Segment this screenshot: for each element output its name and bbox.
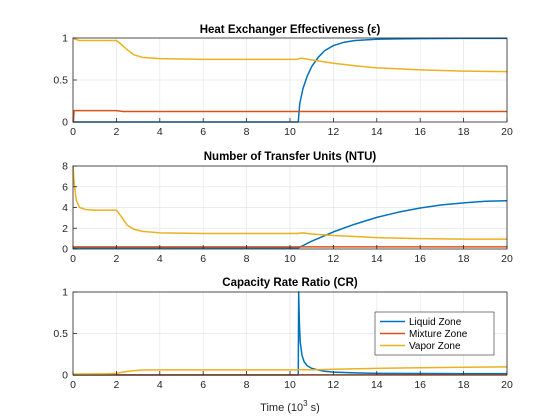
cr-x-tick-label: 6: [200, 379, 206, 391]
ntu-x-tick-label: 12: [328, 253, 340, 265]
legend-label-liquid: Liquid Zone: [409, 317, 462, 328]
ntu-x-tick-label: 10: [284, 253, 296, 265]
cr-x-tick-label: 4: [157, 379, 163, 391]
effectiveness-x-tick-label: 18: [458, 126, 470, 138]
ntu-x-tick-label: 8: [244, 253, 250, 265]
ntu-x-tick-label: 20: [501, 253, 513, 265]
ntu-title: Number of Transfer Units (NTU): [204, 151, 377, 163]
legend: Liquid Zone Mixture Zone Vapor Zone: [374, 311, 495, 356]
effectiveness-x-tick-label: 10: [284, 126, 296, 138]
ntu-x-tick-label: 4: [157, 253, 163, 265]
x-axis-label-exponent: 3: [303, 399, 308, 408]
effectiveness-x-ticks: 0 2 4 6 8 10 12 14 16 18 20: [70, 118, 513, 138]
legend-label-vapor: Vapor Zone: [409, 341, 461, 352]
effectiveness-x-tick-label: 0: [70, 126, 76, 138]
cr-x-tick-label: 2: [113, 379, 119, 391]
effectiveness-x-tick-label: 8: [244, 126, 250, 138]
ntu-y-ticks: 0 2 4 6 8: [62, 161, 77, 256]
cr-x-tick-label: 10: [284, 379, 296, 391]
effectiveness-liquid-zone-line: [73, 37, 507, 123]
cr-title: Capacity Rate Ratio (CR): [222, 277, 358, 289]
ntu-vapor-zone-line: [72, 165, 507, 240]
effectiveness-x-tick-label: 4: [157, 126, 163, 138]
cr-liquid-zone-line: [73, 291, 507, 376]
cr-x-tick-label: 8: [244, 379, 250, 391]
cr-y-ticks: 00.51: [53, 287, 77, 382]
ntu-y-tick-label: 2: [62, 223, 68, 235]
x-axis-label-unit: s): [308, 402, 320, 414]
effectiveness-y-ticks: 00.51: [53, 33, 77, 129]
effectiveness-panel: 0 2 4 6 8 10 12 14 16 18 20 00.51 Heat Exchanger E…: [53, 24, 513, 138]
effectiveness-title: Heat Exchanger Effectiveness (ε): [200, 24, 381, 36]
effectiveness-y-tick-label: 0: [62, 117, 68, 129]
effectiveness-x-tick-label: 20: [501, 126, 513, 138]
ntu-x-tick-label: 14: [371, 253, 383, 265]
ntu-liquid-zone-line: [73, 200, 508, 249]
effectiveness-x-tick-label: 12: [328, 126, 340, 138]
cr-x-tick-label: 14: [371, 379, 383, 391]
cr-x-tick-label: 16: [414, 379, 426, 391]
effectiveness-x-tick-label: 16: [414, 126, 426, 138]
cr-x-tick-label: 12: [328, 379, 340, 391]
cr-y-tick-label: 0.5: [53, 328, 68, 340]
legend-label-mixture: Mixture Zone: [409, 329, 468, 340]
effectiveness-x-tick-label: 6: [200, 126, 206, 138]
x-axis-label-main: Time (10: [260, 402, 303, 414]
effectiveness-x-tick-label: 2: [113, 126, 119, 138]
cr-y-tick-label: 1: [62, 287, 68, 299]
effectiveness-mixture-zone-line: [72, 109, 507, 123]
ntu-y-tick-label: 8: [62, 161, 68, 173]
ntu-y-tick-label: 0: [62, 244, 68, 256]
effectiveness-x-tick-label: 14: [371, 126, 383, 138]
ntu-x-tick-label: 16: [414, 253, 426, 265]
ntu-x-tick-label: 0: [70, 253, 76, 265]
cr-x-tick-label: 18: [458, 379, 470, 391]
effectiveness-vapor-zone-line: [72, 37, 508, 73]
effectiveness-y-tick-label: 1: [62, 33, 68, 45]
ntu-x-tick-label: 18: [458, 253, 470, 265]
cr-x-ticks: 0 2 4 6 8 10 12 14 16 18 20: [70, 371, 513, 391]
cr-y-tick-label: 0: [62, 370, 68, 382]
ntu-y-tick-label: 4: [62, 202, 68, 214]
cr-x-tick-label: 20: [501, 379, 513, 391]
ntu-panel: 0 2 4 6 8 10 12 14 16 18 20 0 2 4 6 8 Number of Transf…: [62, 151, 513, 265]
ntu-x-tick-label: 6: [200, 253, 206, 265]
cr-panel: 0 2 4 6 8 10 12 14 16 18 20 00.51 Capacity Rate Ra…: [53, 277, 513, 414]
ntu-y-tick-label: 6: [62, 181, 68, 193]
ntu-x-ticks: 0 2 4 6 8 10 12 14 16 18 20: [70, 245, 513, 265]
cr-vapor-zone-line: [72, 366, 508, 375]
effectiveness-y-tick-label: 0.5: [53, 75, 68, 87]
effectiveness-lines: [72, 37, 508, 123]
x-axis-label: Time (103 s): [260, 399, 320, 414]
ntu-x-tick-label: 2: [113, 253, 119, 265]
cr-x-tick-label: 0: [70, 379, 76, 391]
